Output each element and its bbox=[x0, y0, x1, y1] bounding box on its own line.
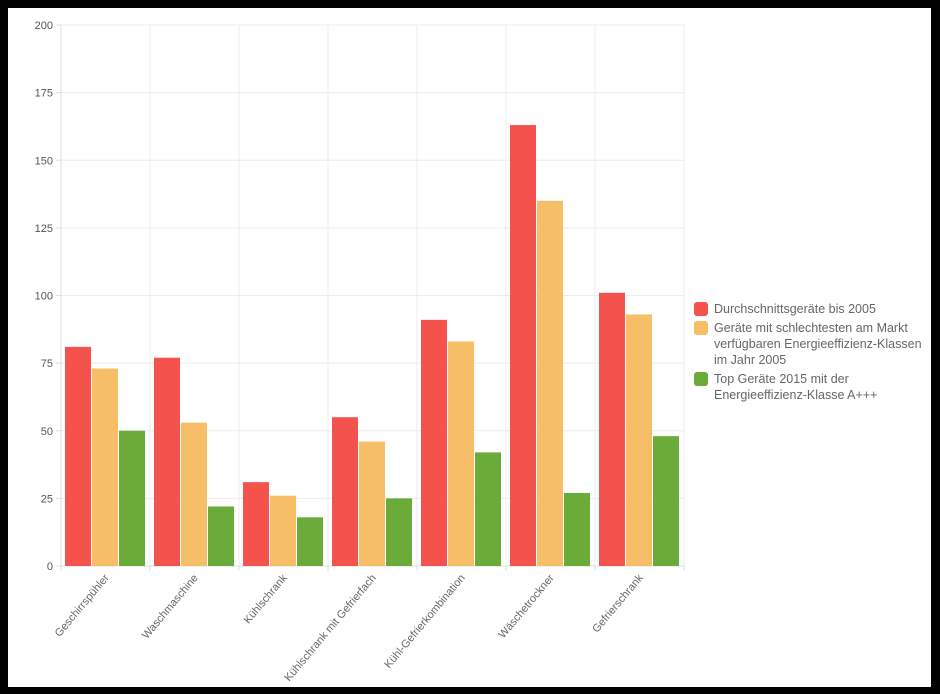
bar-3[interactable] bbox=[386, 498, 412, 566]
y-tick-label: 50 bbox=[41, 426, 53, 438]
x-category-label: Kühlschrank mit Gefrierfach bbox=[282, 572, 378, 684]
bar-1[interactable] bbox=[421, 319, 447, 566]
bar-1[interactable] bbox=[599, 292, 625, 566]
legend-item[interactable]: Durchschnittsgeräte bis 2005 bbox=[694, 301, 924, 317]
x-category-label: Kühl-Gefrierkombination bbox=[382, 572, 467, 671]
bars bbox=[65, 125, 679, 567]
bar-2[interactable] bbox=[92, 368, 118, 566]
legend-item[interactable]: Top Geräte 2015 mit der Energieeffizienz… bbox=[694, 371, 924, 403]
bar-2[interactable] bbox=[626, 314, 652, 566]
bar-3[interactable] bbox=[653, 436, 679, 566]
legend: Durchschnittsgeräte bis 2005 Geräte mit s… bbox=[694, 301, 924, 406]
bar-3[interactable] bbox=[208, 506, 234, 566]
legend-label: Geräte mit schlechtesten am Markt verfüg… bbox=[714, 321, 922, 367]
y-tick-label: 125 bbox=[35, 223, 53, 235]
y-tick-label: 0 bbox=[47, 561, 53, 573]
bar-chart: 0 25 50 75 100 125 150 175 200 Geschirrspühler Wa… bbox=[35, 20, 685, 684]
grid-lines bbox=[56, 24, 685, 571]
y-tick-label: 150 bbox=[35, 155, 53, 167]
bar-1[interactable] bbox=[65, 346, 91, 566]
bar-3[interactable] bbox=[564, 492, 590, 566]
x-axis-labels: Geschirrspühler Waschmaschine KühlschrankK… bbox=[53, 572, 646, 684]
y-tick-label: 175 bbox=[35, 88, 53, 100]
y-tick-label: 25 bbox=[41, 493, 53, 505]
x-category-label: Geschirrspühler bbox=[53, 572, 112, 639]
legend-swatch bbox=[694, 372, 708, 386]
x-category-label: Gefrierschrank bbox=[590, 572, 646, 635]
bar-2[interactable] bbox=[359, 441, 385, 566]
bar-1[interactable] bbox=[332, 417, 358, 566]
bar-2[interactable] bbox=[181, 422, 207, 566]
y-tick-label: 200 bbox=[35, 20, 53, 32]
bar-3[interactable] bbox=[119, 430, 145, 566]
bar-1[interactable] bbox=[243, 482, 269, 566]
y-tick-label: 75 bbox=[41, 358, 53, 370]
y-axis-ticks: 0 25 50 75 100 125 150 175 200 bbox=[35, 20, 53, 573]
bar-1[interactable] bbox=[510, 125, 536, 567]
y-tick-label: 100 bbox=[35, 291, 53, 303]
bar-1[interactable] bbox=[154, 357, 180, 566]
legend-label: Durchschnittsgeräte bis 2005 bbox=[714, 302, 876, 316]
legend-item[interactable]: Geräte mit schlechtesten am Markt verfüg… bbox=[694, 320, 924, 368]
bar-2[interactable] bbox=[537, 200, 563, 566]
bar-3[interactable] bbox=[297, 517, 323, 566]
bar-2[interactable] bbox=[448, 341, 474, 566]
chart-panel: 0 25 50 75 100 125 150 175 200 Geschirrspühler Wa… bbox=[8, 8, 931, 687]
legend-swatch bbox=[694, 321, 708, 335]
legend-label: Top Geräte 2015 mit der Energieeffizienz… bbox=[714, 372, 878, 402]
x-category-label: Waschmaschine bbox=[140, 572, 201, 641]
bar-3[interactable] bbox=[475, 452, 501, 566]
x-category-label: Wäschetrockner bbox=[497, 572, 557, 641]
x-category-label: Kühlschrank bbox=[242, 572, 290, 626]
legend-swatch bbox=[694, 302, 708, 316]
bar-2[interactable] bbox=[270, 495, 296, 566]
